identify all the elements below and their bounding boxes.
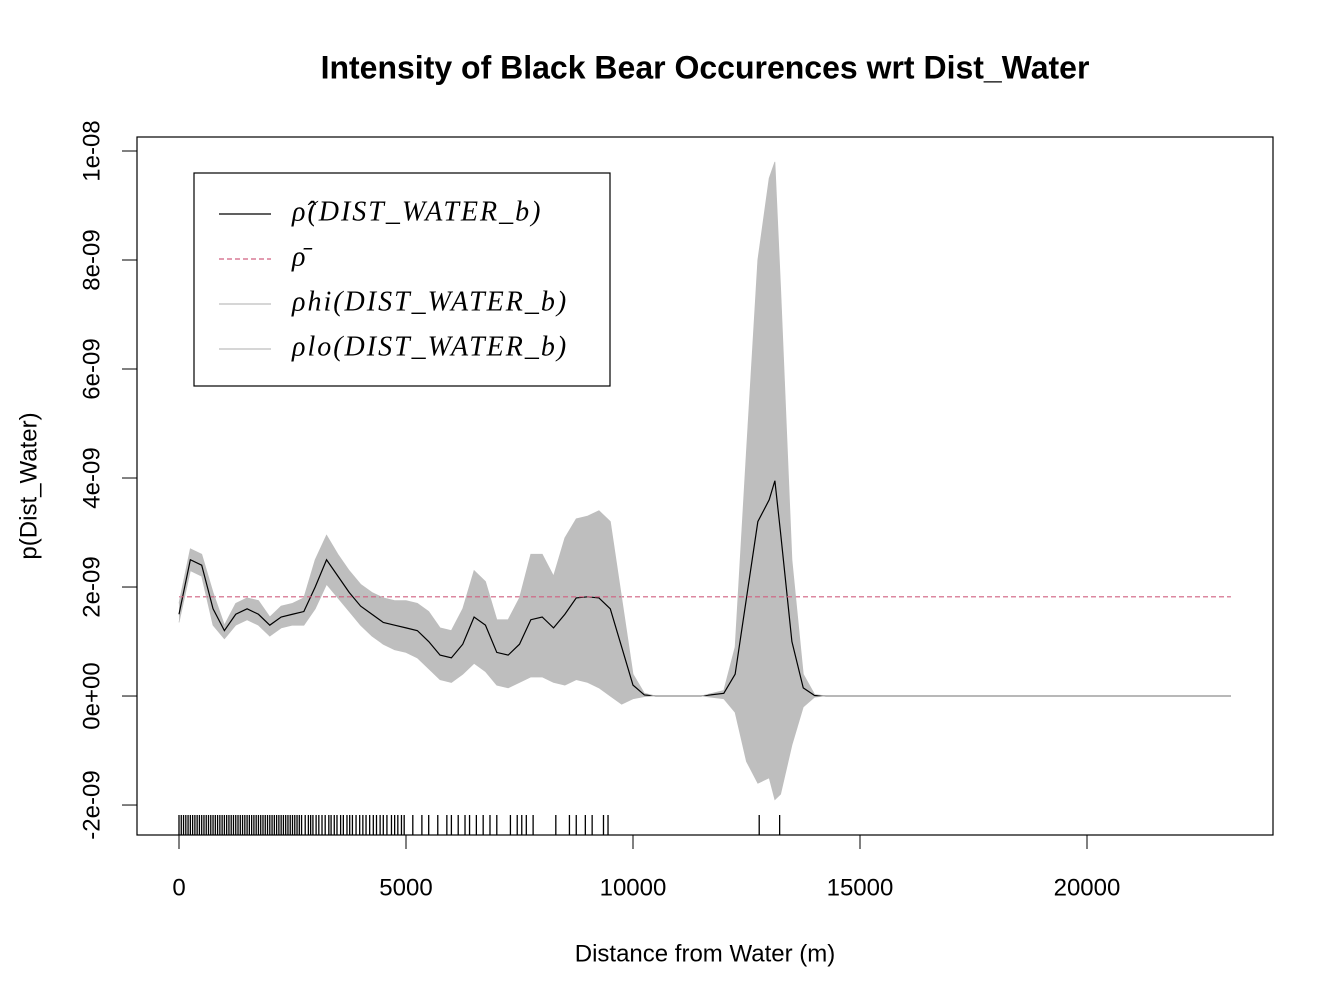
legend-label: ρ̂(DIST_WATER_b) — [291, 196, 542, 227]
line — [178, 480, 1231, 697]
y-tick-label: 2e-09 — [78, 556, 105, 617]
x-axis-label: Distance from Water (m) — [575, 940, 835, 967]
band-edge — [178, 161, 1231, 697]
x-tick-label: 15000 — [827, 874, 894, 901]
plot-box — [136, 136, 1274, 836]
y-tick-label: 6e-09 — [78, 338, 105, 399]
x-tick-label: 0 — [172, 874, 185, 901]
x-tick-label: 20000 — [1054, 874, 1121, 901]
y-tick-label: -2e-09 — [78, 770, 105, 839]
legend-label: ρ̄ — [291, 241, 312, 272]
chart-title: Intensity of Black Bear Occurences wrt D… — [321, 49, 1090, 85]
y-tick-label: 8e-09 — [78, 229, 105, 290]
legend-box — [193, 172, 611, 387]
legend-label: ρlo(DIST_WATER_b) — [291, 331, 568, 362]
y-tick-label: 4e-09 — [78, 447, 105, 508]
confidence-band — [178, 161, 1231, 800]
x-tick-label: 10000 — [600, 874, 667, 901]
x-tick-label: 5000 — [379, 874, 432, 901]
band-edge — [178, 570, 1231, 801]
legend-label: ρhi(DIST_WATER_b) — [291, 286, 568, 317]
y-axis-label: p(Dist_Water) — [15, 412, 42, 559]
y-tick-label: 0e+00 — [78, 662, 105, 729]
y-tick-label: 1e-08 — [78, 120, 105, 181]
